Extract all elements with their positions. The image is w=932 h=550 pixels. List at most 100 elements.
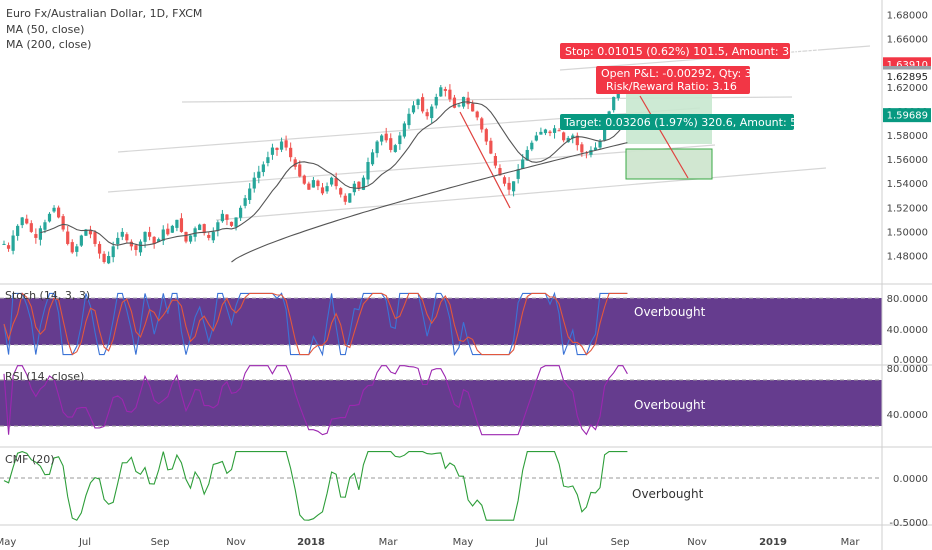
candle-body bbox=[330, 177, 334, 185]
candle-body bbox=[66, 231, 70, 244]
open-pl-badge[interactable] bbox=[596, 66, 750, 94]
candle-body bbox=[138, 241, 143, 253]
candle-body bbox=[134, 245, 138, 250]
time-tick-label: Jul bbox=[78, 537, 91, 548]
candle-body bbox=[425, 112, 429, 117]
candle-body bbox=[184, 231, 188, 242]
candle-body bbox=[293, 159, 297, 167]
candle-body bbox=[198, 224, 202, 231]
candle-body bbox=[471, 103, 475, 112]
price-axis: 1.680001.660001.640001.620001.600001.580… bbox=[887, 11, 928, 263]
price-label-text: 1.59689 bbox=[887, 111, 928, 122]
candle-body bbox=[20, 217, 24, 226]
candle-body bbox=[489, 140, 493, 154]
candle-body bbox=[25, 218, 29, 224]
candle-body bbox=[289, 147, 293, 158]
candle-body bbox=[593, 147, 598, 151]
rsi-tick-40: 40.0000 bbox=[887, 410, 928, 421]
rsi-label: RSI (14, close) bbox=[5, 370, 84, 383]
candle-body bbox=[107, 256, 111, 264]
candle-body bbox=[498, 168, 502, 176]
candle-body bbox=[443, 89, 447, 91]
candle-body bbox=[407, 113, 411, 126]
candle-body bbox=[493, 155, 497, 166]
candle-body bbox=[457, 105, 461, 107]
target-badge-text: Target: 0.03206 (1.97%) 320.6, Amount: 5… bbox=[563, 116, 829, 129]
candle-body bbox=[357, 181, 361, 189]
candle-body bbox=[339, 188, 343, 195]
candle-body bbox=[102, 253, 106, 263]
candle-body bbox=[57, 207, 61, 218]
candle-body bbox=[52, 207, 56, 212]
time-tick-label: Sep bbox=[611, 537, 630, 548]
open-pl-text: Open P&L: -0.00292, Qty: 3940 bbox=[601, 67, 773, 80]
candle-body bbox=[598, 141, 602, 148]
cmf-overbought-label: Overbought bbox=[632, 487, 704, 501]
candle-body bbox=[284, 140, 288, 148]
candle-body bbox=[334, 178, 338, 187]
candle-body bbox=[434, 96, 438, 106]
candle-body bbox=[129, 241, 133, 247]
candle-body bbox=[530, 142, 534, 150]
candle-body bbox=[480, 118, 484, 130]
trendline-lower[interactable] bbox=[107, 144, 716, 193]
candle-body bbox=[279, 141, 284, 150]
candle-body bbox=[452, 97, 457, 108]
price-tick-label: 1.68000 bbox=[887, 11, 928, 22]
candle-body bbox=[402, 123, 406, 137]
candle-body bbox=[580, 144, 584, 153]
candle-body bbox=[439, 87, 443, 97]
candle-body bbox=[316, 180, 320, 187]
price-tick-label: 1.66000 bbox=[887, 35, 928, 46]
candle-body bbox=[148, 232, 152, 237]
candle-body bbox=[557, 130, 561, 132]
candle-body bbox=[125, 234, 129, 241]
candle-body bbox=[275, 147, 279, 150]
time-tick-label: Sep bbox=[151, 537, 170, 548]
candle-body bbox=[234, 217, 238, 227]
candle-body bbox=[343, 195, 347, 202]
candle-body bbox=[229, 221, 234, 226]
stop-badge[interactable] bbox=[560, 43, 790, 59]
price-label-text: 1.62895 bbox=[887, 72, 928, 83]
candle-body bbox=[211, 231, 215, 241]
candle-body bbox=[416, 99, 420, 105]
candle-body bbox=[261, 164, 265, 173]
candle-body bbox=[93, 232, 97, 244]
candle-body bbox=[603, 125, 607, 141]
candle-body bbox=[239, 207, 243, 218]
candle-body bbox=[521, 159, 525, 169]
stop-badge-text: Stop: 0.01015 (0.62%) 101.5, Amount: 360… bbox=[565, 45, 821, 58]
candle-body bbox=[366, 162, 370, 180]
candle-body bbox=[157, 239, 161, 243]
stoch-k-line bbox=[3, 291, 628, 357]
time-tick-label: May bbox=[0, 537, 16, 548]
candle-body bbox=[571, 135, 575, 139]
candle-body bbox=[552, 128, 557, 133]
time-tick-label: 2019 bbox=[759, 537, 787, 548]
price-tick-label: 1.54000 bbox=[887, 179, 928, 190]
candle-body bbox=[484, 129, 488, 142]
candle-body bbox=[393, 145, 397, 152]
candle-body bbox=[47, 213, 52, 222]
cmf-line bbox=[3, 451, 628, 521]
price-tick-label: 1.48000 bbox=[887, 252, 928, 263]
candle-body bbox=[97, 243, 102, 254]
price-tick-label: 1.58000 bbox=[887, 131, 928, 142]
candle-body bbox=[380, 135, 384, 142]
candle-body bbox=[507, 182, 511, 190]
target-badge[interactable] bbox=[560, 114, 794, 130]
candle-body bbox=[220, 213, 224, 222]
candle-body bbox=[79, 235, 83, 246]
candle-body bbox=[43, 222, 47, 230]
candle-body bbox=[16, 225, 20, 236]
candle-body bbox=[270, 147, 275, 155]
candle-body bbox=[116, 237, 120, 245]
stoch-tick-0: 0.0000 bbox=[893, 355, 928, 366]
trendline-bottom[interactable] bbox=[215, 167, 827, 221]
profit-box[interactable] bbox=[625, 148, 713, 180]
ma200-line bbox=[231, 142, 628, 263]
chart-title: Euro Fx/Australian Dollar, 1D, FXCM bbox=[6, 7, 202, 20]
time-tick-label: Nov bbox=[687, 537, 707, 548]
